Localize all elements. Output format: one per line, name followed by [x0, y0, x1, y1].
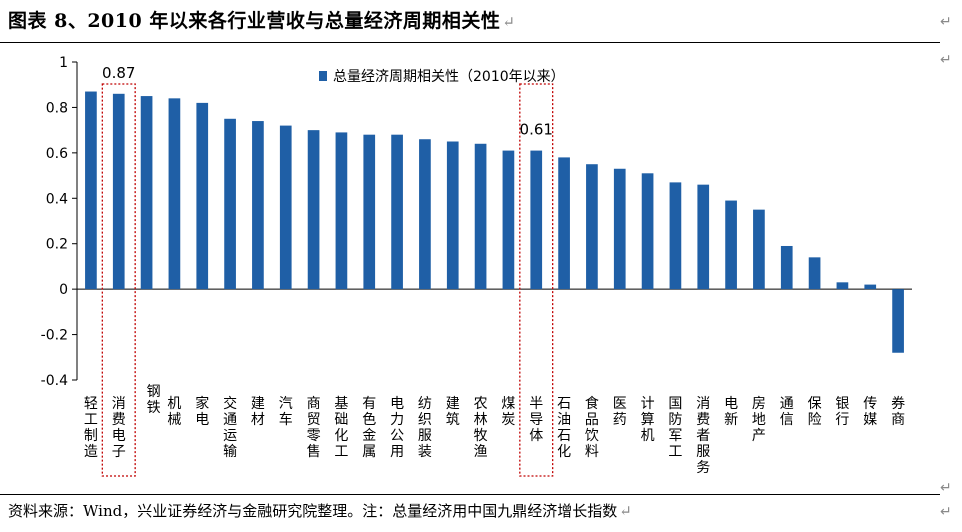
x-tick-label: 计算机	[641, 396, 655, 444]
y-tick-label: 0.8	[46, 100, 68, 116]
return-mark: ↵	[502, 13, 516, 31]
x-tick-label: 机械	[167, 396, 181, 428]
x-tick-label: 银行	[835, 396, 849, 428]
bar	[530, 150, 543, 290]
x-tick-label: 保险	[808, 396, 822, 428]
bar	[224, 118, 236, 290]
bar	[474, 143, 487, 290]
legend-swatch	[319, 71, 327, 81]
x-tick-label: 煤炭	[501, 396, 515, 428]
x-tick-label: 传媒	[863, 396, 877, 428]
x-tick-label: 通信	[780, 396, 794, 428]
bar	[391, 134, 403, 290]
chart-title: 图表 8、2010 年以来各行业营收与总量经济周期相关性 ↵	[8, 6, 515, 33]
bar	[140, 96, 153, 290]
x-tick-label: 建材	[251, 396, 265, 428]
x-tick-label: 房地产	[752, 396, 766, 444]
x-tick-label: 电新	[724, 396, 738, 428]
top-rule	[0, 42, 940, 43]
y-tick-label: -0.2	[41, 328, 68, 344]
bar	[697, 184, 710, 290]
y-tick-label: 1	[59, 55, 68, 71]
bar	[279, 125, 292, 290]
annotation-label: 0.61	[520, 121, 553, 139]
bar	[864, 284, 877, 290]
x-tick-label: 消费电子	[112, 396, 126, 460]
return-mark: ↵	[940, 480, 952, 496]
x-tick-label: 石油石化	[557, 396, 571, 460]
return-mark: ↵	[619, 502, 632, 520]
bar	[307, 130, 320, 290]
y-tick-label: -0.4	[41, 373, 68, 389]
x-tick-label: 轻工制造	[84, 396, 98, 460]
bar	[558, 157, 570, 290]
x-tick-label: 食品饮料	[585, 395, 599, 460]
source-note-text: 资料来源：Wind，兴业证券经济与金融研究院整理。注：总量经济用中国九鼎经济增长…	[8, 502, 618, 520]
x-tick-label: 商贸零售	[307, 396, 321, 460]
bar	[892, 289, 904, 353]
x-tick-label: 汽车	[279, 396, 293, 428]
x-tick-label: 家电	[195, 395, 209, 428]
x-tick-label: 国防军工	[668, 396, 682, 460]
x-tick-label: 券商	[891, 396, 905, 428]
x-tick-label: 建筑	[446, 396, 460, 428]
y-tick-label: 0.6	[46, 146, 68, 162]
bar	[335, 132, 348, 290]
x-tick-label: 纺织服装	[418, 396, 432, 460]
legend-label: 总量经济周期相关性（2010年以来）	[333, 69, 565, 85]
chart-title-text: 图表 8、2010 年以来各行业营收与总量经济周期相关性	[8, 10, 501, 32]
annotation-label: 0.87	[102, 64, 135, 82]
bar	[641, 173, 654, 290]
highlight-box	[519, 83, 554, 477]
x-tick-label: 消费者服务	[696, 396, 710, 476]
bar	[725, 200, 737, 290]
bar	[586, 164, 598, 290]
x-tick-label: 农林牧渔	[474, 396, 488, 460]
bar	[780, 245, 793, 290]
y-tick-label: 0.2	[46, 237, 68, 253]
bar	[168, 98, 181, 290]
source-note: 资料来源：Wind，兴业证券经济与金融研究院整理。注：总量经济用中国九鼎经济增长…	[8, 500, 632, 521]
x-tick-label: 有色金属	[362, 396, 376, 460]
bar	[363, 134, 376, 290]
bar	[753, 209, 765, 290]
x-tick-label: 基础化工	[334, 395, 348, 460]
bar	[669, 182, 682, 290]
bar	[808, 257, 821, 290]
highlight-box	[101, 83, 136, 477]
return-mark: ↵	[940, 504, 952, 520]
bar	[112, 93, 125, 290]
bar	[836, 282, 849, 290]
x-tick-label: 半导体	[529, 396, 543, 444]
bar	[252, 121, 264, 290]
x-tick-label: 医药	[613, 396, 627, 428]
x-tick-label: 交通运输	[223, 395, 237, 460]
bar	[446, 141, 459, 290]
return-mark: ↵	[940, 52, 952, 68]
bar	[502, 150, 515, 290]
bar	[196, 102, 209, 290]
bottom-rule	[0, 494, 940, 495]
y-tick-label: 0.4	[46, 191, 68, 207]
y-tick-label: 0	[59, 282, 68, 298]
bar	[419, 139, 431, 290]
x-tick-label: 电力公用	[390, 396, 404, 460]
bar	[85, 91, 97, 290]
bar	[613, 168, 626, 290]
x-tick-label: 钢铁	[147, 384, 161, 416]
return-mark: ↵	[940, 14, 952, 30]
